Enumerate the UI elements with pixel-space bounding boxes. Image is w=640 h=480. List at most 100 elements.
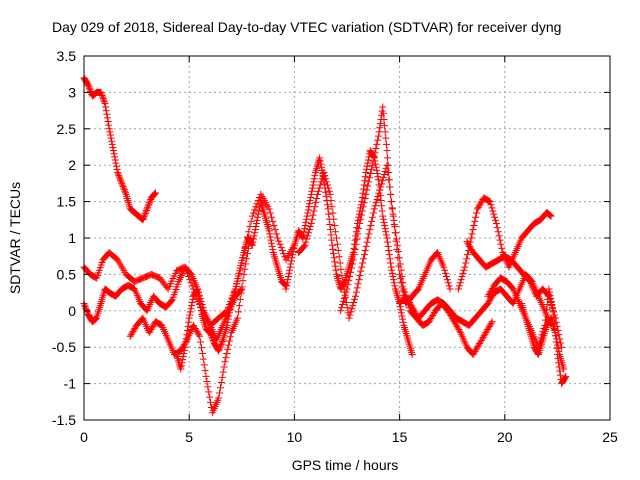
data-point bbox=[407, 302, 415, 310]
data-point bbox=[463, 238, 471, 246]
data-point bbox=[81, 301, 89, 309]
data-point bbox=[340, 294, 348, 302]
data-point bbox=[253, 219, 261, 227]
data-point bbox=[325, 210, 333, 218]
data-point bbox=[378, 180, 386, 188]
data-point bbox=[362, 168, 370, 176]
data-point bbox=[351, 292, 359, 300]
y-tick-label: 3.5 bbox=[57, 48, 77, 64]
data-point bbox=[216, 389, 224, 397]
data-point bbox=[370, 153, 378, 161]
data-point bbox=[119, 183, 127, 191]
data-point bbox=[219, 368, 227, 376]
data-point bbox=[143, 205, 151, 213]
data-point bbox=[316, 154, 324, 162]
data-point bbox=[486, 321, 494, 329]
data-point bbox=[385, 176, 393, 184]
data-point bbox=[127, 331, 135, 339]
data-point bbox=[337, 307, 345, 315]
data-point bbox=[397, 306, 405, 314]
data-point bbox=[198, 344, 206, 352]
data-point bbox=[488, 284, 496, 292]
plot-frame bbox=[83, 55, 611, 421]
data-point bbox=[286, 263, 294, 271]
data-point bbox=[97, 88, 105, 96]
data-point bbox=[348, 264, 356, 272]
data-point bbox=[205, 388, 213, 396]
data-point bbox=[101, 99, 109, 107]
data-point bbox=[484, 197, 492, 205]
data-point bbox=[464, 251, 472, 259]
data-point bbox=[338, 301, 346, 309]
data-point bbox=[322, 175, 330, 183]
data-point bbox=[356, 271, 364, 279]
data-point bbox=[346, 272, 354, 280]
data-point bbox=[371, 149, 379, 157]
data-point bbox=[313, 194, 321, 202]
series-sat-d bbox=[126, 234, 254, 417]
data-point bbox=[325, 187, 333, 195]
data-point bbox=[334, 246, 342, 254]
data-point bbox=[116, 175, 124, 183]
data-point bbox=[414, 286, 422, 294]
data-point bbox=[451, 319, 459, 327]
data-point bbox=[216, 344, 224, 352]
data-point bbox=[382, 228, 390, 236]
data-point bbox=[314, 187, 322, 195]
data-point bbox=[236, 295, 244, 303]
data-point bbox=[120, 186, 128, 194]
data-point bbox=[408, 303, 416, 311]
data-point bbox=[111, 156, 119, 164]
data-point bbox=[368, 217, 376, 225]
data-point bbox=[542, 311, 550, 319]
data-point bbox=[534, 349, 542, 357]
data-point bbox=[180, 346, 188, 354]
data-point bbox=[397, 309, 405, 317]
data-point bbox=[396, 260, 404, 268]
data-point bbox=[247, 217, 255, 225]
data-point bbox=[289, 251, 297, 259]
data-point bbox=[373, 196, 381, 204]
y-tick-label: 0 bbox=[68, 303, 76, 319]
data-point bbox=[194, 329, 202, 337]
data-point bbox=[326, 190, 334, 198]
data-point bbox=[324, 205, 332, 213]
data-point bbox=[384, 238, 392, 246]
data-point bbox=[464, 239, 472, 247]
series-sat-a bbox=[80, 74, 160, 224]
data-point bbox=[385, 246, 393, 254]
data-point bbox=[361, 177, 369, 185]
data-point bbox=[363, 186, 371, 194]
data-point bbox=[379, 215, 387, 223]
data-point bbox=[103, 110, 111, 118]
data-point bbox=[378, 202, 386, 210]
data-point bbox=[312, 199, 320, 207]
data-point bbox=[220, 363, 228, 371]
data-point bbox=[360, 185, 368, 193]
data-point bbox=[546, 212, 554, 220]
data-point bbox=[461, 263, 469, 271]
data-point bbox=[289, 248, 297, 256]
data-point bbox=[330, 215, 338, 223]
data-point bbox=[398, 272, 406, 280]
data-point bbox=[307, 219, 315, 227]
data-point bbox=[321, 172, 329, 180]
data-point bbox=[317, 163, 325, 171]
data-point bbox=[359, 189, 367, 197]
data-point bbox=[283, 279, 291, 287]
data-point bbox=[251, 206, 259, 214]
data-point bbox=[387, 263, 395, 271]
data-point bbox=[223, 349, 231, 357]
data-point bbox=[303, 212, 311, 220]
data-point bbox=[445, 282, 453, 290]
data-point bbox=[180, 349, 188, 357]
data-point bbox=[406, 300, 414, 308]
data-point bbox=[554, 344, 562, 352]
data-point bbox=[301, 222, 309, 230]
data-point bbox=[190, 323, 198, 331]
data-point bbox=[484, 292, 492, 300]
data-point bbox=[493, 224, 501, 232]
data-point bbox=[140, 213, 148, 221]
data-point bbox=[268, 242, 276, 250]
data-point bbox=[207, 330, 215, 338]
